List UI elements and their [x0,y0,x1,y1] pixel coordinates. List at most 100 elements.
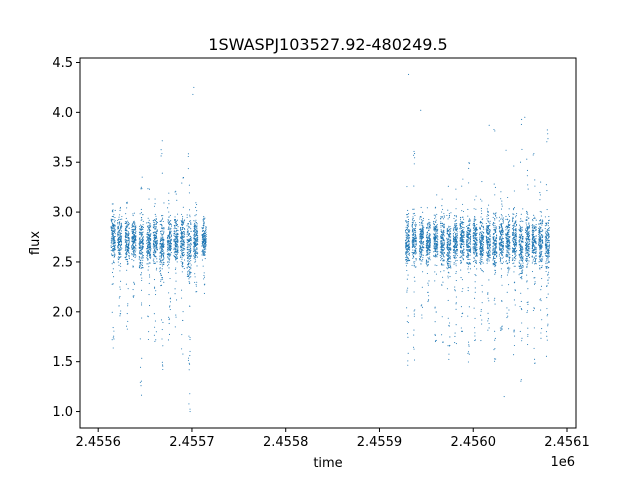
data-point [194,231,197,234]
data-point [182,233,184,235]
data-point [427,242,429,244]
data-point [162,228,164,230]
data-point [153,253,155,255]
data-point [407,221,410,223]
data-point [489,241,491,243]
data-point [163,262,165,264]
data-point [182,223,185,225]
data-point [201,238,203,240]
data-point [421,246,423,248]
data-point [463,248,465,251]
data-point [141,317,143,319]
data-point [442,281,444,283]
data-point [494,339,496,341]
data-point [406,224,408,226]
data-point [449,237,451,239]
data-point [159,263,161,266]
data-point [159,238,161,240]
data-point [183,255,185,257]
data-point [436,229,438,231]
data-point [455,219,457,221]
data-point [201,254,203,256]
data-point [160,252,162,254]
data-point [134,222,136,224]
data-point [183,242,185,244]
data-point [168,216,170,218]
data-point [187,270,189,272]
data-point [460,327,462,329]
data-point [188,278,190,280]
data-point [128,255,130,257]
data-point [408,254,411,256]
data-point [500,268,502,270]
data-point [193,258,195,260]
data-point [126,250,128,252]
data-point [138,238,140,240]
data-point [173,249,175,251]
data-point [443,242,445,244]
data-point [420,206,422,209]
data-point [436,223,438,226]
data-point [420,248,422,250]
data-point [155,232,157,234]
data-point [460,226,462,228]
data-point [133,249,135,251]
data-point [475,245,477,247]
data-point [448,324,450,326]
data-point [461,231,463,233]
data-point [113,228,115,230]
data-point [437,228,439,230]
data-point [169,230,171,232]
data-point [441,284,443,286]
data-point [476,248,478,251]
data-point [469,223,471,225]
data-point [141,247,143,249]
data-point [131,236,133,238]
data-point [467,287,469,289]
data-point [111,263,113,265]
data-point [174,191,176,193]
data-point [126,233,128,235]
data-point [461,257,463,259]
data-point [408,235,410,237]
data-point [465,239,468,241]
data-point [487,230,489,232]
data-point [413,238,415,240]
data-point [166,236,169,238]
data-point [163,202,165,204]
data-point [159,267,161,269]
data-point [189,245,191,247]
data-point [474,244,476,246]
data-point [425,227,428,229]
data-point [111,311,113,313]
data-point [154,219,156,221]
data-point [139,239,142,241]
data-point [113,338,115,340]
data-point [125,217,127,220]
data-point [482,246,484,248]
data-point [132,228,134,230]
data-point [175,254,177,256]
data-point [407,248,409,251]
data-point [443,241,445,243]
data-point [428,258,430,260]
data-point [441,205,443,207]
data-point [196,232,198,235]
data-point [421,221,423,223]
data-point [168,246,170,248]
data-point [480,238,483,240]
data-point [175,257,177,259]
data-point [443,213,445,215]
data-point [469,254,471,256]
data-point [173,228,175,230]
data-point [168,240,170,242]
data-point [494,130,496,132]
data-point [128,252,130,254]
data-point [482,238,484,240]
data-point [128,242,130,244]
data-point [182,254,184,256]
data-point [146,246,149,248]
data-point [412,208,414,210]
data-point [160,230,162,232]
data-point [149,233,151,235]
